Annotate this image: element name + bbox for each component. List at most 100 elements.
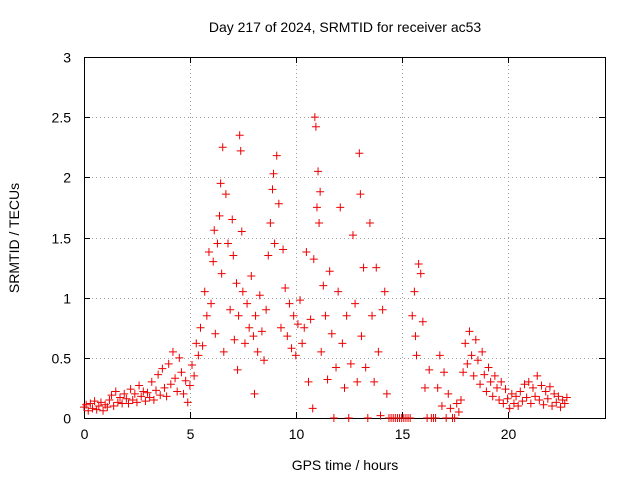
data-point <box>311 122 320 131</box>
data-point <box>309 255 318 264</box>
data-point <box>179 389 188 398</box>
data-point <box>111 387 120 396</box>
data-point <box>240 339 249 348</box>
data-point <box>226 305 235 314</box>
y-tick-label: 3 <box>63 50 71 66</box>
data-point <box>348 231 357 240</box>
data-point <box>505 404 514 413</box>
data-point <box>503 394 512 403</box>
x-tick-label: 20 <box>501 426 517 442</box>
data-point <box>323 375 332 384</box>
data-point <box>556 403 565 412</box>
data-point <box>518 397 527 406</box>
data-point <box>276 323 285 332</box>
data-point <box>507 389 516 398</box>
data-point <box>149 395 158 404</box>
y-axis-label: SRMTID / TECUs <box>6 183 22 293</box>
data-point <box>526 399 535 408</box>
data-point <box>289 311 298 320</box>
data-point <box>355 149 364 158</box>
x-tick-label: 10 <box>289 426 305 442</box>
data-point <box>382 389 391 398</box>
data-point <box>522 393 531 402</box>
data-point <box>446 404 455 413</box>
data-point <box>128 395 137 404</box>
data-point <box>562 393 571 402</box>
data-point <box>495 395 504 404</box>
data-point <box>437 401 446 410</box>
data-point <box>418 317 427 326</box>
data-point <box>152 386 161 395</box>
data-point <box>334 287 343 296</box>
data-point <box>308 404 317 413</box>
data-point <box>96 398 105 407</box>
data-point <box>463 359 472 368</box>
data-point <box>554 392 563 401</box>
data-point <box>374 347 383 356</box>
data-point <box>190 371 199 380</box>
data-point <box>452 399 461 408</box>
data-point <box>433 383 442 392</box>
data-point <box>315 219 324 228</box>
data-point <box>253 347 262 356</box>
data-point <box>88 404 97 413</box>
data-point <box>175 353 184 362</box>
data-point <box>492 383 501 392</box>
data-point <box>298 339 307 348</box>
data-point <box>327 329 336 338</box>
data-point <box>509 399 518 408</box>
data-point <box>478 347 487 356</box>
data-point <box>255 291 264 300</box>
data-point <box>340 383 349 392</box>
data-point <box>528 383 537 392</box>
data-point <box>316 187 325 196</box>
data-point <box>440 368 449 377</box>
data-point <box>533 371 542 380</box>
data-point <box>156 391 165 400</box>
data-point <box>499 399 508 408</box>
data-point <box>332 363 341 372</box>
y-tick-label: 0.5 <box>52 351 72 367</box>
data-point <box>338 339 347 348</box>
data-point <box>376 411 385 420</box>
data-point <box>171 374 180 383</box>
data-point <box>194 351 203 360</box>
data-point <box>351 299 360 308</box>
data-point <box>166 380 175 389</box>
data-point <box>520 380 529 389</box>
data-point <box>488 392 497 401</box>
data-point <box>321 311 330 320</box>
data-point <box>531 392 540 401</box>
data-point <box>130 389 139 398</box>
data-point <box>408 311 417 320</box>
data-point <box>120 389 129 398</box>
data-point <box>490 371 499 380</box>
data-point <box>204 247 213 256</box>
data-point <box>103 403 112 412</box>
data-point <box>310 113 319 122</box>
data-point <box>545 382 554 391</box>
data-point <box>411 332 420 341</box>
data-point <box>356 190 365 199</box>
x-tick-labels: 0 5 10 15 20 <box>81 426 517 442</box>
x-tick-label: 5 <box>187 426 195 442</box>
grid <box>84 57 605 418</box>
data-point <box>274 199 283 208</box>
data-point <box>406 414 415 422</box>
data-point <box>90 397 99 406</box>
data-point <box>435 351 444 360</box>
data-point <box>285 299 294 308</box>
data-point <box>260 356 269 365</box>
x-tick-label: 15 <box>395 426 411 442</box>
data-point <box>467 351 476 360</box>
data-point <box>480 370 489 379</box>
data-point <box>359 263 368 272</box>
data-point <box>444 389 453 398</box>
data-point <box>147 377 156 386</box>
data-point <box>224 239 233 248</box>
data-point <box>218 143 227 152</box>
data-point <box>162 392 171 401</box>
data-point <box>141 397 150 406</box>
data-point <box>353 377 362 386</box>
data-point <box>221 190 230 199</box>
